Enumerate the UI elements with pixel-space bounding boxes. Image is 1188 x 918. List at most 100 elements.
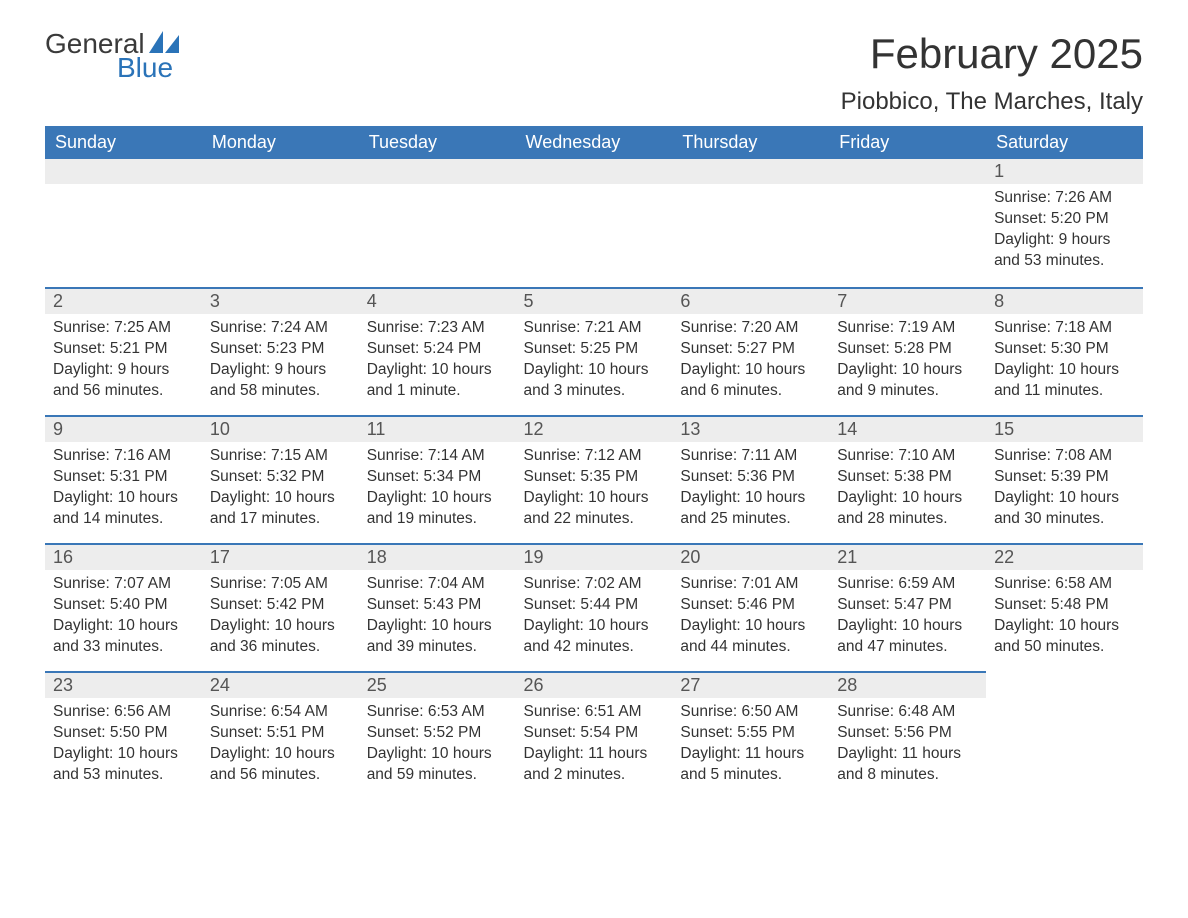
daylight-text: Daylight: 10 hours and 44 minutes. bbox=[680, 616, 821, 658]
calendar-cell: 3Sunrise: 7:24 AMSunset: 5:23 PMDaylight… bbox=[202, 287, 359, 415]
daylight-text: Daylight: 9 hours and 53 minutes. bbox=[994, 230, 1135, 272]
day-number: 12 bbox=[516, 415, 673, 442]
calendar-cell: 7Sunrise: 7:19 AMSunset: 5:28 PMDaylight… bbox=[829, 287, 986, 415]
sunset-text: Sunset: 5:55 PM bbox=[680, 723, 821, 744]
sunrise-text: Sunrise: 6:56 AM bbox=[53, 702, 194, 723]
month-title: February 2025 bbox=[841, 30, 1143, 78]
sunrise-text: Sunrise: 7:25 AM bbox=[53, 318, 194, 339]
day-content: Sunrise: 7:07 AMSunset: 5:40 PMDaylight:… bbox=[45, 570, 202, 664]
day-number: 26 bbox=[516, 671, 673, 698]
calendar-cell: 4 Sunrise: 7:23 AMSunset: 5:24 PMDaylight… bbox=[359, 287, 516, 415]
sunset-text: Sunset: 5:35 PM bbox=[524, 467, 665, 488]
calendar-cell bbox=[45, 159, 202, 287]
day-number: 18 bbox=[359, 543, 516, 570]
day-number: 2 bbox=[45, 287, 202, 314]
day-number: 15 bbox=[986, 415, 1143, 442]
sunset-text: Sunset: 5:32 PM bbox=[210, 467, 351, 488]
calendar-cell: 19Sunrise: 7:02 AMSunset: 5:44 PMDayligh… bbox=[516, 543, 673, 671]
sunrise-text: Sunrise: 6:58 AM bbox=[994, 574, 1135, 595]
sunrise-text: Sunrise: 6:54 AM bbox=[210, 702, 351, 723]
sunrise-text: Sunrise: 7:04 AM bbox=[367, 574, 508, 595]
logo: General Blue bbox=[45, 30, 179, 82]
sunset-text: Sunset: 5:42 PM bbox=[210, 595, 351, 616]
sunset-text: Sunset: 5:28 PM bbox=[837, 339, 978, 360]
sunrise-text: Sunrise: 7:21 AM bbox=[524, 318, 665, 339]
sunrise-text: Sunrise: 7:19 AM bbox=[837, 318, 978, 339]
calendar-cell: 22Sunrise: 6:58 AMSunset: 5:48 PMDayligh… bbox=[986, 543, 1143, 671]
logo-text-bottom: Blue bbox=[45, 54, 179, 82]
day-number: 25 bbox=[359, 671, 516, 698]
calendar-cell: 6Sunrise: 7:20 AMSunset: 5:27 PMDaylight… bbox=[672, 287, 829, 415]
daylight-text: Daylight: 11 hours and 5 minutes. bbox=[680, 744, 821, 786]
sunset-text: Sunset: 5:56 PM bbox=[837, 723, 978, 744]
calendar-cell: 2Sunrise: 7:25 AMSunset: 5:21 PMDaylight… bbox=[45, 287, 202, 415]
sunset-text: Sunset: 5:52 PM bbox=[367, 723, 508, 744]
day-content: Sunrise: 6:59 AMSunset: 5:47 PMDaylight:… bbox=[829, 570, 986, 664]
calendar-cell: 5Sunrise: 7:21 AMSunset: 5:25 PMDaylight… bbox=[516, 287, 673, 415]
empty-day-header bbox=[359, 159, 516, 184]
day-number: 23 bbox=[45, 671, 202, 698]
calendar-week: 23 Sunrise: 6:56 AMSunset: 5:50 PM Dayligh… bbox=[45, 671, 1143, 799]
daylight-text: Daylight: 10 hours and 30 minutes. bbox=[994, 488, 1135, 530]
calendar-week: 1Sunrise: 7:26 AMSunset: 5:20 PMDaylight… bbox=[45, 159, 1143, 287]
sunrise-text: Sunrise: 7:05 AM bbox=[210, 574, 351, 595]
day-content: Sunrise: 7:25 AMSunset: 5:21 PMDaylight:… bbox=[45, 314, 202, 408]
day-number: 27 bbox=[672, 671, 829, 698]
calendar-cell: 18Sunrise: 7:04 AMSunset: 5:43 PMDayligh… bbox=[359, 543, 516, 671]
day-number: 28 bbox=[829, 671, 986, 698]
day-number: 21 bbox=[829, 543, 986, 570]
sunset-text: Sunset: 5:48 PM bbox=[994, 595, 1135, 616]
sunrise-text: Sunrise: 7:11 AM bbox=[680, 446, 821, 467]
sunset-text: Sunset: 5:34 PM bbox=[367, 467, 508, 488]
sunset-text: Sunset: 5:38 PM bbox=[837, 467, 978, 488]
sunrise-text: Sunrise: 7:16 AM bbox=[53, 446, 194, 467]
calendar-week: 2Sunrise: 7:25 AMSunset: 5:21 PMDaylight… bbox=[45, 287, 1143, 415]
calendar-cell: 16Sunrise: 7:07 AMSunset: 5:40 PMDayligh… bbox=[45, 543, 202, 671]
day-content: Sunrise: 7:05 AMSunset: 5:42 PMDaylight:… bbox=[202, 570, 359, 664]
sunset-text: Sunset: 5:47 PM bbox=[837, 595, 978, 616]
calendar-cell: 13Sunrise: 7:11 AMSunset: 5:36 PMDayligh… bbox=[672, 415, 829, 543]
sunset-text: Sunset: 5:50 PM bbox=[53, 723, 194, 744]
empty-day-header bbox=[986, 671, 1143, 696]
day-number: 4 bbox=[359, 287, 516, 314]
sunrise-text: Sunrise: 7:08 AM bbox=[994, 446, 1135, 467]
day-header: Friday bbox=[829, 126, 986, 159]
day-content: Sunrise: 7:21 AMSunset: 5:25 PMDaylight:… bbox=[516, 314, 673, 408]
daylight-text: Daylight: 10 hours and 1 minute. bbox=[367, 360, 508, 402]
sunset-text: Sunset: 5:24 PM bbox=[367, 339, 508, 360]
day-content: Sunrise: 7:15 AMSunset: 5:32 PMDaylight:… bbox=[202, 442, 359, 536]
sunrise-text: Sunrise: 7:26 AM bbox=[994, 188, 1135, 209]
sunset-text: Sunset: 5:51 PM bbox=[210, 723, 351, 744]
daylight-text: Daylight: 10 hours and 33 minutes. bbox=[53, 616, 194, 658]
sunrise-text: Sunrise: 7:23 AM bbox=[367, 318, 508, 339]
page-header: General Blue February 2025 Piobbico, The… bbox=[45, 30, 1143, 116]
day-header: Saturday bbox=[986, 126, 1143, 159]
calendar-cell bbox=[202, 159, 359, 287]
sunset-text: Sunset: 5:31 PM bbox=[53, 467, 194, 488]
sunrise-text: Sunrise: 7:01 AM bbox=[680, 574, 821, 595]
day-content: Sunrise: 6:48 AMSunset: 5:56 PMDaylight:… bbox=[829, 698, 986, 792]
daylight-text: Daylight: 10 hours and 42 minutes. bbox=[524, 616, 665, 658]
calendar-cell: 12Sunrise: 7:12 AMSunset: 5:35 PMDayligh… bbox=[516, 415, 673, 543]
day-content: Sunrise: 7:01 AMSunset: 5:46 PMDaylight:… bbox=[672, 570, 829, 664]
day-header: Wednesday bbox=[516, 126, 673, 159]
day-content: Sunrise: 7:26 AMSunset: 5:20 PMDaylight:… bbox=[986, 184, 1143, 278]
sunset-text: Sunset: 5:43 PM bbox=[367, 595, 508, 616]
daylight-text: Daylight: 11 hours and 2 minutes. bbox=[524, 744, 665, 786]
day-content: Sunrise: 7:20 AMSunset: 5:27 PMDaylight:… bbox=[672, 314, 829, 408]
daylight-text: Daylight: 10 hours and 28 minutes. bbox=[837, 488, 978, 530]
day-header-row: Sunday Monday Tuesday Wednesday Thursday… bbox=[45, 126, 1143, 159]
day-number: 10 bbox=[202, 415, 359, 442]
sunrise-text: Sunrise: 7:20 AM bbox=[680, 318, 821, 339]
sunset-text: Sunset: 5:40 PM bbox=[53, 595, 194, 616]
day-number: 9 bbox=[45, 415, 202, 442]
calendar-cell bbox=[672, 159, 829, 287]
sunrise-text: Sunrise: 6:53 AM bbox=[367, 702, 508, 723]
day-header: Sunday bbox=[45, 126, 202, 159]
sunset-text: Sunset: 5:27 PM bbox=[680, 339, 821, 360]
day-content: Sunrise: 7:14 AMSunset: 5:34 PMDaylight:… bbox=[359, 442, 516, 536]
day-number: 8 bbox=[986, 287, 1143, 314]
day-number: 1 bbox=[986, 159, 1143, 184]
day-header: Monday bbox=[202, 126, 359, 159]
sunrise-text: Sunrise: 6:50 AM bbox=[680, 702, 821, 723]
